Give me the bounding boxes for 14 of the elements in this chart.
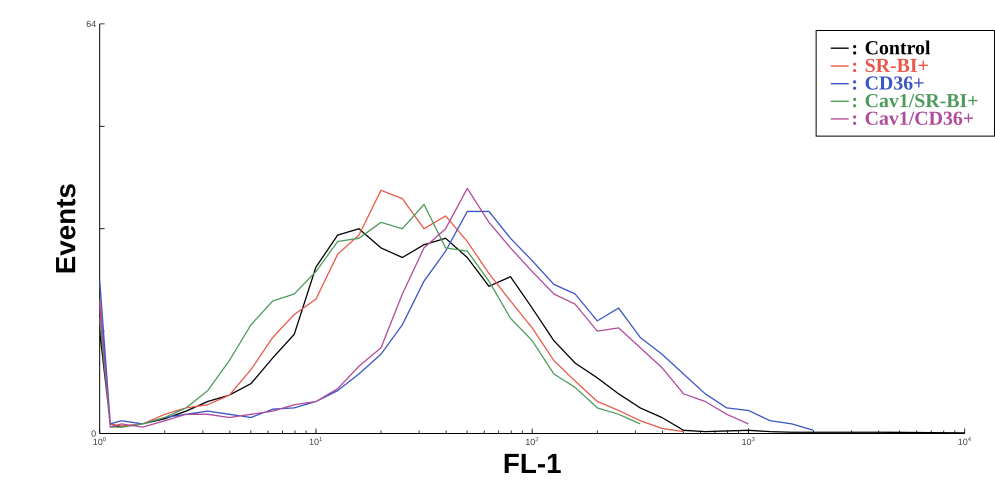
legend-label: : SR-BI+ <box>853 58 928 72</box>
y-axis-title: Events <box>56 184 76 272</box>
legend-label: : Cav1/CD36+ <box>853 111 974 125</box>
legend-label: : Control <box>853 40 930 54</box>
legend-label: : CD36+ <box>853 76 924 90</box>
y-tick-label: 0 <box>92 430 96 437</box>
x-axis-title: FL-1 <box>504 454 561 473</box>
x-tick-label: 10$^{0}$ <box>93 436 106 445</box>
x-tick-label: 10$^{2}$ <box>526 436 538 445</box>
legend-label: : Cav1/SR-BI+ <box>853 94 978 108</box>
x-tick-label: 10$^{3}$ <box>742 436 755 445</box>
x-tick-label: 10$^{1}$ <box>310 436 322 445</box>
y-tick-label: 64 <box>86 20 96 27</box>
x-tick-label: 10$^{4}$ <box>958 436 971 445</box>
